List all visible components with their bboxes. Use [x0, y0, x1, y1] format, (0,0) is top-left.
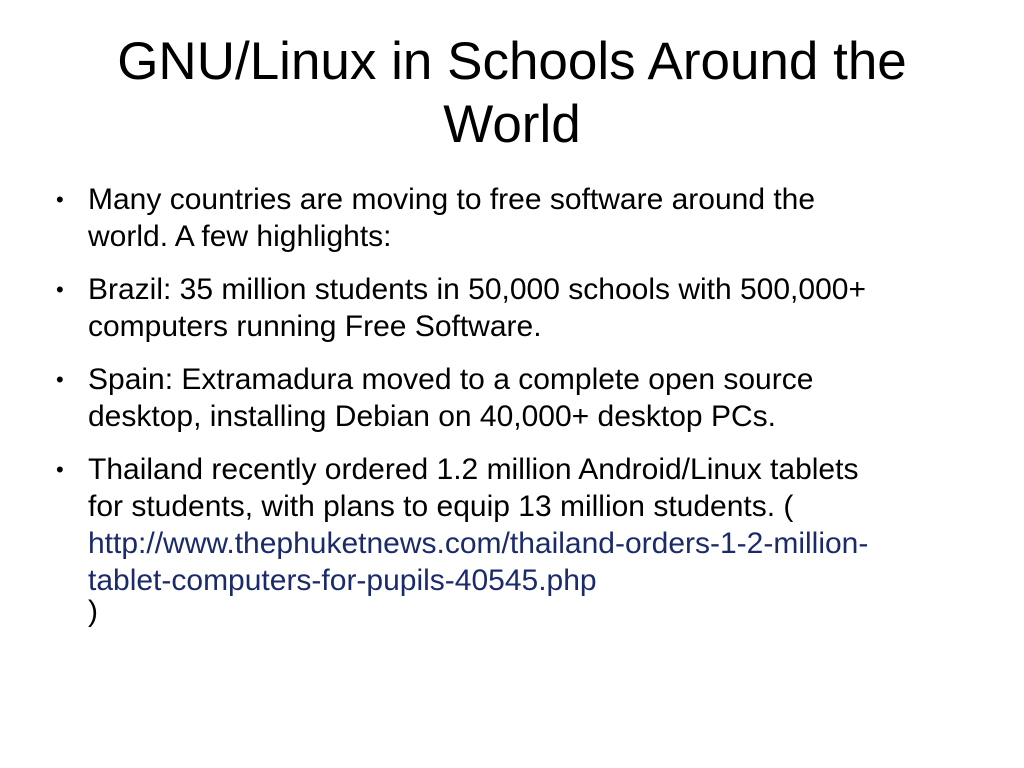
news-link[interactable]: tablet-computers-for-pupils-40545.php — [88, 564, 597, 597]
bullet-text: computers running Free Software. — [88, 310, 542, 343]
bullet-icon: • — [56, 187, 64, 212]
bullet-item: • Brazil: 35 million students in 50,000 … — [0, 271, 1024, 345]
title-line: GNU/Linux in Schools Around the — [117, 32, 907, 91]
bullet-text: Thailand recently ordered 1.2 million An… — [88, 453, 859, 486]
bullet-item: • Thailand recently ordered 1.2 million … — [0, 451, 1024, 628]
bullet-item: • Spain: Extramadura moved to a complete… — [0, 361, 1024, 435]
title-line: World — [443, 95, 581, 154]
bullet-icon: • — [56, 277, 64, 302]
slide-title: GNU/Linux in Schools Around the World — [40, 30, 984, 156]
bullet-text: for students, with plans to equip 13 mil… — [88, 490, 794, 523]
bullet-item: • Many countries are moving to free soft… — [0, 181, 1024, 255]
bullet-icon: • — [56, 367, 64, 392]
bullet-text: Brazil: 35 million students in 50,000 sc… — [88, 273, 866, 306]
bullet-text: desktop, installing Debian on 40,000+ de… — [88, 400, 776, 433]
bullet-icon: • — [56, 457, 64, 482]
bullet-text: Spain: Extramadura moved to a complete o… — [88, 363, 814, 396]
news-link[interactable]: http://www.thephuketnews.com/thailand-or… — [88, 527, 869, 560]
bullet-text: Many countries are moving to free softwa… — [88, 183, 816, 216]
bullet-list: • Many countries are moving to free soft… — [0, 181, 1024, 641]
closing-paren: ) — [88, 595, 98, 628]
bullet-text: world. A few highlights: — [88, 220, 392, 253]
